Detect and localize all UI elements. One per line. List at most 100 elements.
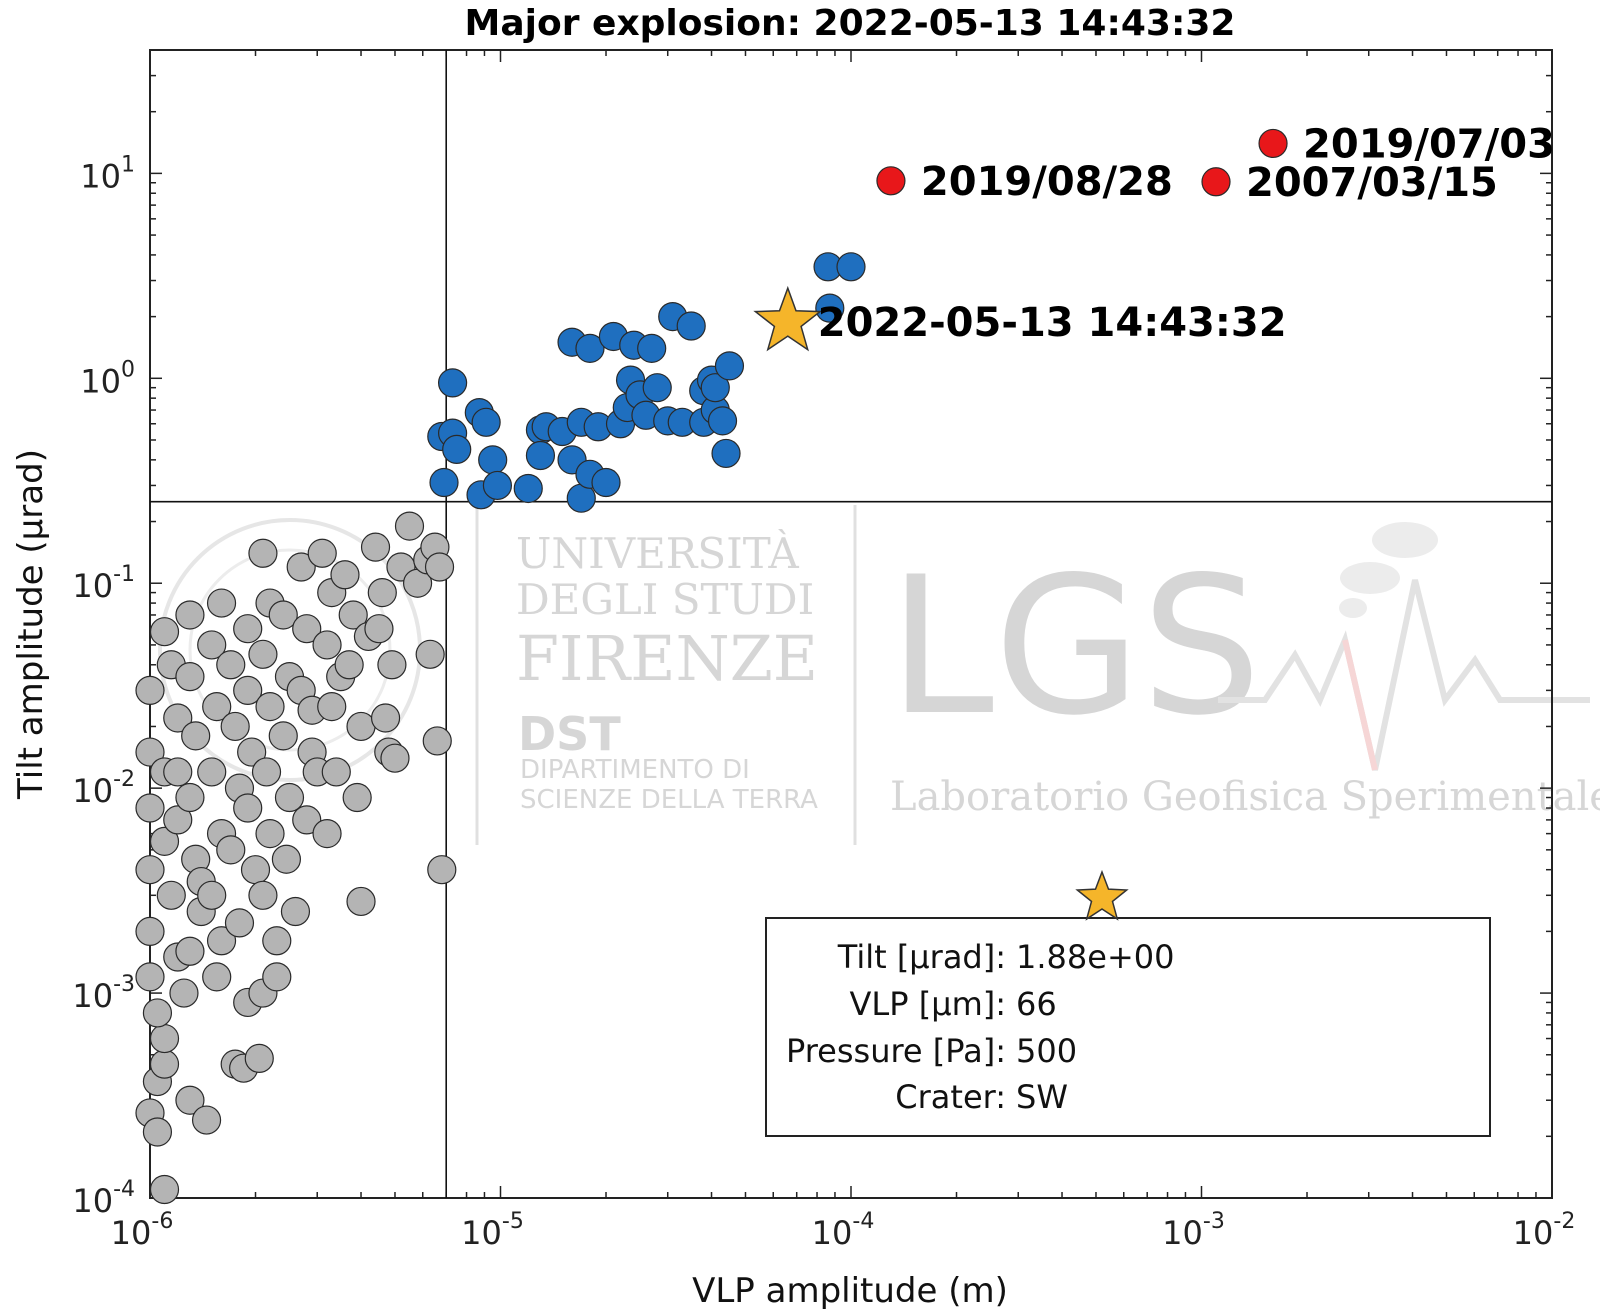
legend-star-icon — [1075, 869, 1129, 921]
minor-event-point — [175, 600, 205, 630]
minor-event-point — [346, 711, 376, 742]
info-box-frame — [765, 917, 1491, 1137]
minor-event-point — [220, 711, 250, 742]
minor-event-point — [330, 560, 360, 590]
major-event-point — [711, 438, 741, 469]
paroxysm-point — [876, 166, 906, 196]
point-annotation: 2019/08/28 — [921, 159, 1173, 205]
watermark-university-line3: FIRENZE — [516, 622, 818, 695]
minor-event-point — [156, 880, 186, 910]
minor-event-point — [175, 936, 205, 966]
minor-event-point — [342, 782, 372, 813]
minor-event-point — [427, 855, 457, 885]
minor-event-point — [312, 819, 342, 849]
minor-event-point — [240, 855, 271, 885]
minor-event-point — [312, 630, 342, 660]
minor-event-point — [197, 880, 227, 910]
minor-event-point — [149, 826, 180, 856]
major-event-point — [637, 333, 667, 363]
minor-event-point — [268, 600, 298, 630]
minor-event-point — [292, 805, 322, 835]
major-event-point — [836, 252, 866, 282]
minor-event-point — [135, 962, 165, 992]
minor-event-point — [149, 1049, 180, 1079]
minor-event-point — [175, 782, 205, 813]
minor-event-point — [135, 737, 165, 767]
major-event-point — [525, 440, 556, 471]
minor-event-point — [197, 630, 227, 660]
minor-event-point — [394, 511, 425, 541]
minor-event-point — [255, 819, 285, 849]
minor-event-point — [163, 757, 193, 787]
minor-event-point — [191, 1105, 222, 1135]
info-label-tilt: Tilt [μrad]: — [837, 938, 1006, 976]
minor-event-point — [271, 844, 302, 874]
major-event-point — [707, 406, 738, 436]
minor-event-point — [202, 692, 232, 722]
minor-event-point — [135, 855, 165, 885]
major-event-point — [437, 368, 468, 398]
point-annotations: 2019/07/03 2019/08/28 2007/03/15 2022-05-13… — [818, 121, 1555, 346]
minor-event-point — [317, 692, 347, 722]
minor-event-point — [216, 650, 246, 680]
minor-event-point — [346, 886, 376, 917]
threshold-lines — [150, 50, 1552, 1198]
watermark: UNIVERSITÀ DEGLI STUDI FIRENZE DST DIPAR… — [158, 505, 1600, 845]
minor-event-point — [197, 757, 227, 787]
major-event-point — [471, 407, 501, 437]
watermark-lab-name: Laboratorio Geofisica Sperimentale — [890, 774, 1600, 820]
minor-event-point — [216, 835, 246, 865]
major-event-point — [591, 467, 621, 498]
minor-event-point — [233, 614, 263, 644]
major-event-point — [513, 473, 543, 504]
chart-title: Major explosion: 2022-05-13 14:43:32 — [465, 3, 1236, 44]
x-tick-label: 10-6 — [111, 1209, 174, 1252]
minor-event-point — [149, 1174, 180, 1205]
y-tick-label: 10-4 — [72, 1177, 135, 1220]
major-event-point — [442, 434, 472, 464]
minor-event-point — [380, 743, 410, 773]
point-annotation: 2019/07/03 — [1303, 121, 1555, 167]
minor-event-point — [248, 639, 278, 669]
x-axis-label: VLP amplitude (m) — [692, 1271, 1008, 1311]
minor-event-point — [268, 721, 298, 751]
minor-event-point — [202, 962, 232, 992]
minor-event-point — [415, 639, 445, 669]
minor-event-point — [321, 757, 351, 787]
minor-event-point — [370, 703, 401, 733]
major-event-point — [575, 333, 605, 363]
x-tick-label: 10-4 — [812, 1209, 875, 1252]
minor-event-point — [142, 1117, 173, 1147]
minor-event-point — [280, 896, 311, 927]
x-tick-label: 10-3 — [1162, 1209, 1225, 1252]
minor-event-point — [233, 793, 263, 823]
paroxysm-point — [1201, 167, 1231, 197]
minor-event-point — [175, 662, 205, 692]
minor-event-point — [149, 617, 180, 647]
watermark-dept-line1: DIPARTIMENTO DI — [520, 755, 750, 785]
major-event-point — [815, 293, 845, 323]
minor-event-point — [248, 538, 278, 568]
minor-event-point — [286, 552, 316, 582]
minor-event-point — [360, 532, 391, 562]
major-event-point — [429, 467, 459, 498]
minor-event-point — [251, 757, 282, 787]
minor-event-point — [377, 650, 407, 680]
info-value-pressure: 500 — [1016, 1032, 1077, 1070]
info-label-pressure: Pressure [Pa]: — [786, 1032, 1006, 1070]
y-tick-label: 100 — [80, 357, 135, 400]
info-label-crater: Crater: — [895, 1078, 1006, 1116]
paroxysm-point — [1258, 128, 1288, 159]
watermark-lab-short: LGS — [888, 536, 1262, 757]
major-event-point — [676, 311, 706, 341]
data-points — [135, 128, 1288, 1205]
minor-event-point — [135, 916, 165, 946]
minor-event-point — [364, 614, 394, 644]
y-tick-label: 10-3 — [72, 972, 135, 1015]
minor-event-point — [175, 1085, 205, 1115]
minor-event-point — [135, 675, 165, 705]
x-tick-label: 10-5 — [461, 1209, 524, 1252]
minor-event-point — [206, 588, 237, 618]
minor-event-point — [262, 926, 292, 956]
